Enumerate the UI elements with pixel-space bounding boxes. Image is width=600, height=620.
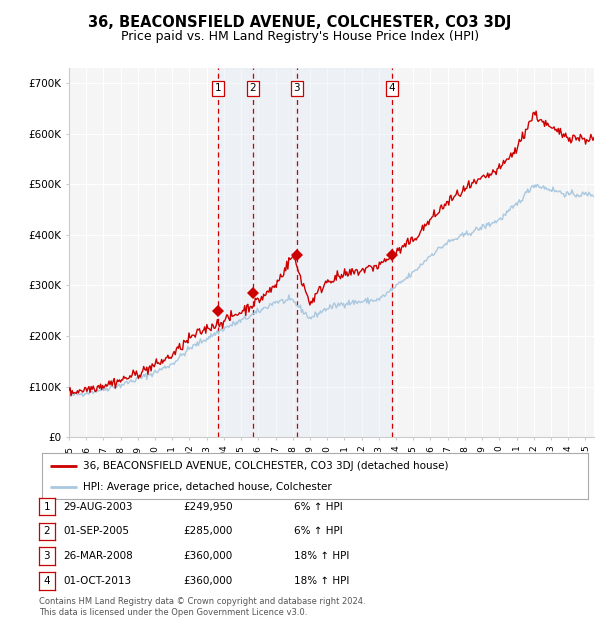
Text: 36, BEACONSFIELD AVENUE, COLCHESTER, CO3 3DJ: 36, BEACONSFIELD AVENUE, COLCHESTER, CO3… [88, 16, 512, 30]
Text: 01-SEP-2005: 01-SEP-2005 [63, 526, 129, 536]
Text: 6% ↑ HPI: 6% ↑ HPI [294, 502, 343, 512]
Text: £360,000: £360,000 [183, 576, 232, 586]
Text: 18% ↑ HPI: 18% ↑ HPI [294, 551, 349, 561]
Text: 18% ↑ HPI: 18% ↑ HPI [294, 576, 349, 586]
Bar [218, 68, 392, 437]
Text: 4: 4 [388, 84, 395, 94]
Text: £249,950: £249,950 [183, 502, 233, 512]
Text: 4: 4 [43, 576, 50, 586]
Text: Contains HM Land Registry data © Crown copyright and database right 2024.
This d: Contains HM Land Registry data © Crown c… [39, 598, 365, 617]
Text: 3: 3 [43, 551, 50, 561]
Text: 6% ↑ HPI: 6% ↑ HPI [294, 526, 343, 536]
Text: 26-MAR-2008: 26-MAR-2008 [63, 551, 133, 561]
Text: 1: 1 [215, 84, 221, 94]
Text: Price paid vs. HM Land Registry's House Price Index (HPI): Price paid vs. HM Land Registry's House … [121, 30, 479, 43]
Text: 2: 2 [43, 526, 50, 536]
Text: 36, BEACONSFIELD AVENUE, COLCHESTER, CO3 3DJ (detached house): 36, BEACONSFIELD AVENUE, COLCHESTER, CO3… [83, 461, 448, 471]
Text: HPI: Average price, detached house, Colchester: HPI: Average price, detached house, Colc… [83, 482, 332, 492]
Text: £285,000: £285,000 [183, 526, 232, 536]
Text: 3: 3 [293, 84, 300, 94]
Text: 29-AUG-2003: 29-AUG-2003 [63, 502, 133, 512]
Text: 01-OCT-2013: 01-OCT-2013 [63, 576, 131, 586]
Text: £360,000: £360,000 [183, 551, 232, 561]
Text: 1: 1 [43, 502, 50, 512]
Text: 2: 2 [250, 84, 256, 94]
